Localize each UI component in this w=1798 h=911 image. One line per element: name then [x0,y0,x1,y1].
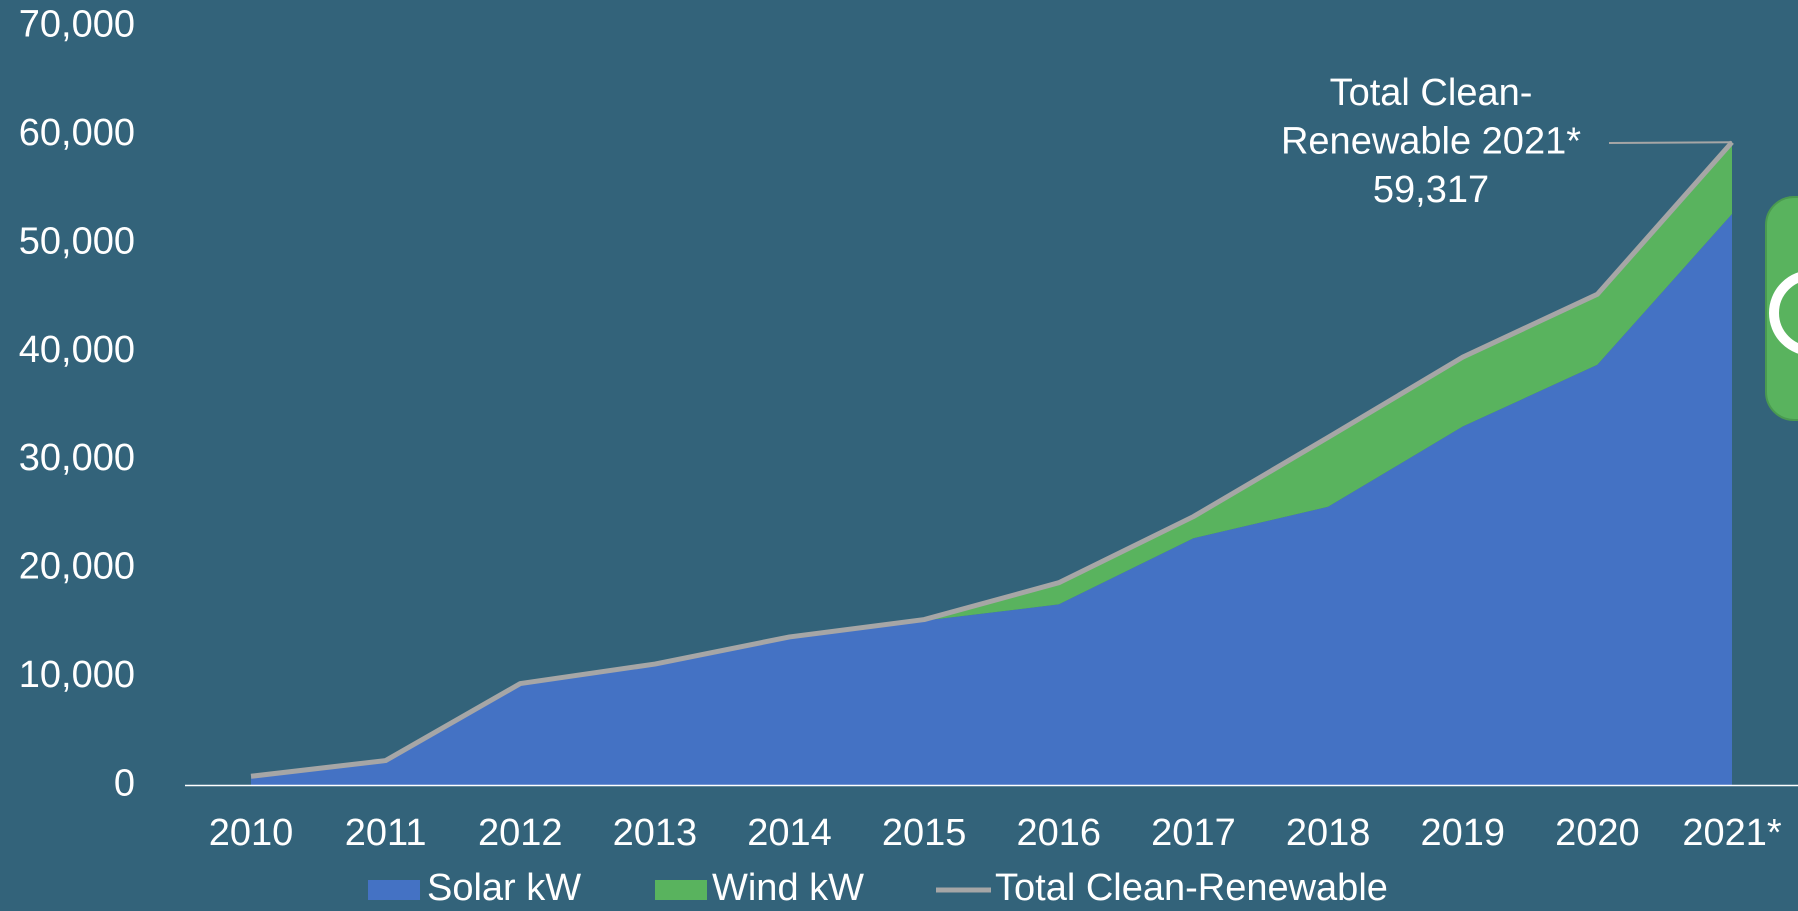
x-tick-label: 2011 [345,812,427,854]
y-tick-label: 0 [114,763,135,805]
x-tick-label: 2019 [1420,812,1505,854]
badge-icon [1769,272,1798,354]
y-tick-label: 30,000 [19,437,135,479]
x-tick-label: 2021* [1682,812,1782,854]
y-tick-label: 40,000 [19,329,135,371]
y-tick-label: 70,000 [19,3,135,45]
y-tick-label: 50,000 [19,220,135,262]
annotation-text: 59,317 [1373,169,1489,211]
x-tick-label: 2013 [613,812,698,854]
annotation-leader [1608,141,1733,144]
x-tick-label: 2016 [1017,812,1102,854]
legend-label: Wind kW [712,867,864,909]
side-badge [1765,196,1798,421]
annotation-text: Total Clean- [1330,72,1533,114]
annotation-text: Renewable 2021* [1281,121,1581,163]
area-0 [251,214,1732,786]
x-tick-label: 2018 [1286,812,1371,854]
x-tick-label: 2020 [1555,812,1640,854]
total-line [250,140,1734,779]
x-tick-label: 2014 [747,812,832,854]
x-tick-label: 2010 [209,812,294,854]
x-tick-label: 2017 [1151,812,1236,854]
legend-swatch [655,880,707,900]
x-tick-label: 2012 [478,812,563,854]
y-tick-label: 60,000 [19,112,135,154]
legend-label: Solar kW [427,867,581,909]
legend-label: Total Clean-Renewable [995,867,1388,909]
x-tick-label: 2015 [882,812,967,854]
y-tick-label: 20,000 [19,546,135,588]
y-tick-label: 10,000 [19,654,135,696]
legend-swatch [368,880,420,900]
